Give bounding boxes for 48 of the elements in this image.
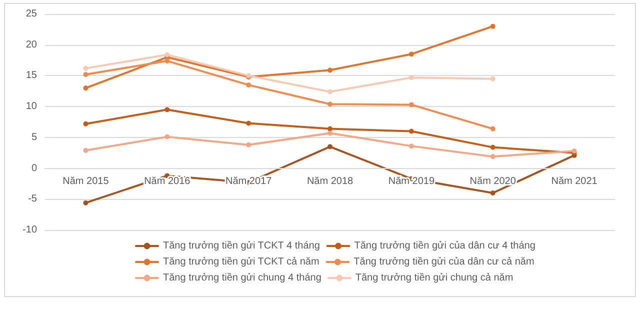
point — [408, 144, 414, 149]
point — [490, 76, 496, 82]
point — [83, 72, 88, 77]
y-tick-label: 5 — [31, 132, 38, 143]
point — [83, 121, 88, 126]
y-tick-label: 10 — [26, 101, 38, 112]
legend-label: Tăng trưởng tiền gửi TCKT cả năm — [163, 256, 320, 268]
point — [490, 126, 496, 132]
point — [83, 148, 88, 153]
legend-label: Tăng trưởng tiền gửi chung 4 tháng — [163, 272, 322, 284]
point — [83, 200, 88, 206]
y-tick-label: 20 — [26, 39, 38, 50]
y-tick-label: -5 — [28, 194, 38, 205]
point — [246, 82, 252, 88]
point — [328, 68, 332, 73]
x-tick-label: Năm 2020 — [470, 176, 516, 187]
point — [328, 126, 332, 132]
point — [490, 190, 496, 196]
x-tick-label: Năm 2018 — [306, 176, 354, 187]
point — [246, 142, 252, 148]
y-tick-label: 0 — [31, 162, 38, 174]
point — [83, 66, 88, 71]
legend-label: Tăng trưởng tiền gửi của dân cư 4 tháng — [354, 240, 536, 252]
point — [408, 128, 414, 134]
point — [164, 134, 170, 140]
point — [408, 75, 414, 80]
point — [328, 89, 332, 94]
point — [408, 102, 414, 108]
point — [328, 130, 332, 136]
point — [83, 86, 88, 91]
x-tick-label: Năm 2021 — [551, 176, 598, 187]
y-tick-label: 25 — [26, 8, 38, 20]
point — [490, 144, 496, 150]
point — [490, 154, 496, 160]
point — [164, 58, 170, 64]
point — [328, 102, 332, 107]
y-tick-label: 15 — [26, 70, 38, 82]
legend-label: Tăng trưởng tiền gửi của dân cư cả năm — [354, 256, 534, 268]
legend-label: Tăng trưởng tiền gửi chung cả năm — [355, 272, 514, 284]
point — [164, 52, 170, 58]
point — [490, 24, 496, 29]
point — [246, 120, 252, 126]
point — [408, 52, 414, 57]
point — [164, 107, 170, 112]
point — [328, 144, 332, 150]
legend-label: Tăng trưởng tiền gửi TCKT 4 tháng — [163, 240, 320, 252]
x-tick-label: Năm 2015 — [62, 176, 110, 187]
y-tick-label: -10 — [22, 224, 38, 236]
